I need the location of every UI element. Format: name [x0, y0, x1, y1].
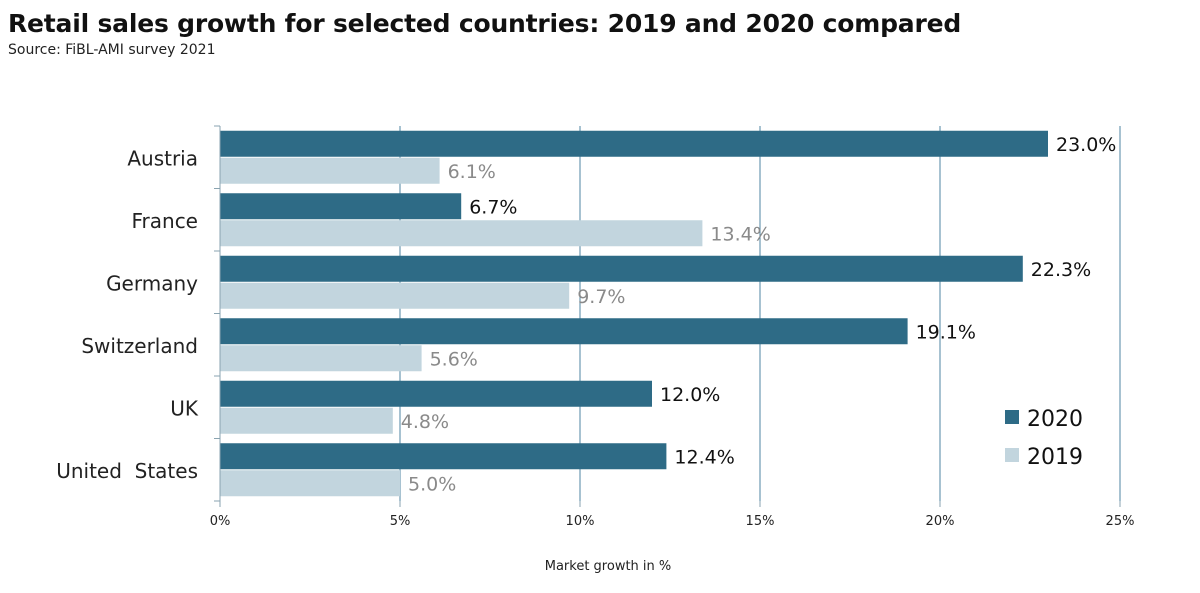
data-label-2020: 6.7%: [469, 196, 517, 218]
data-label-2020: 23.0%: [1056, 134, 1116, 156]
data-labels: 23.0% 6.1% 6.7% 13.4% 22.3% 9.7% 19.1% 5.6% 12.0…: [401, 134, 1117, 496]
bar-2020: [220, 380, 652, 407]
y-category-label: Switzerland: [81, 334, 198, 358]
bar-2019: [220, 220, 703, 247]
y-category-label: Austria: [127, 146, 198, 170]
bar-2020: [220, 318, 908, 345]
bar-2019: [220, 470, 400, 497]
data-label-2020: 19.1%: [916, 321, 976, 343]
bar-2019: [220, 407, 393, 434]
chart-subtitle: Source: FiBL-AMI survey 2021: [8, 42, 216, 58]
x-tick-label: 0%: [210, 514, 231, 529]
legend-swatch-2019: [1005, 448, 1019, 462]
y-category-label: United States: [56, 459, 198, 483]
data-label-2019: 13.4%: [710, 223, 770, 245]
axes: 0% 5% 10% 15% 20% 25% Austria France Germany Swit…: [56, 125, 1135, 529]
data-label-2019: 9.7%: [577, 286, 625, 308]
bars: [220, 130, 1048, 497]
grid-lines: [399, 126, 1121, 501]
x-axis-label: Market growth in %: [545, 559, 672, 574]
data-label-2019: 6.1%: [448, 161, 496, 183]
bar-2019: [220, 157, 440, 184]
bar-2020: [220, 255, 1023, 282]
x-tick-label: 25%: [1106, 514, 1135, 529]
data-label-2019: 5.6%: [430, 348, 478, 370]
bar-2020: [220, 130, 1048, 157]
legend: 2020 2019: [1005, 407, 1083, 470]
legend-label-2020: 2020: [1027, 407, 1083, 432]
bar-2019: [220, 282, 570, 309]
data-label-2019: 4.8%: [401, 411, 449, 433]
bar-2020: [220, 443, 667, 470]
y-category-label: UK: [170, 396, 199, 420]
chart-title: Retail sales growth for selected countri…: [8, 9, 962, 38]
y-category-label: Germany: [106, 271, 198, 295]
x-tick-label: 20%: [926, 514, 955, 529]
x-tick-label: 15%: [746, 514, 775, 529]
legend-swatch-2020: [1005, 410, 1019, 424]
y-category-label: France: [131, 209, 198, 233]
data-label-2020: 12.4%: [674, 446, 734, 468]
bar-2020: [220, 193, 462, 220]
data-label-2020: 22.3%: [1031, 259, 1091, 281]
legend-label-2019: 2019: [1027, 445, 1083, 470]
bar-2019: [220, 345, 422, 372]
x-tick-label: 5%: [390, 514, 411, 529]
x-tick-label: 10%: [566, 514, 595, 529]
data-label-2019: 5.0%: [408, 473, 456, 495]
data-label-2020: 12.0%: [660, 384, 720, 406]
